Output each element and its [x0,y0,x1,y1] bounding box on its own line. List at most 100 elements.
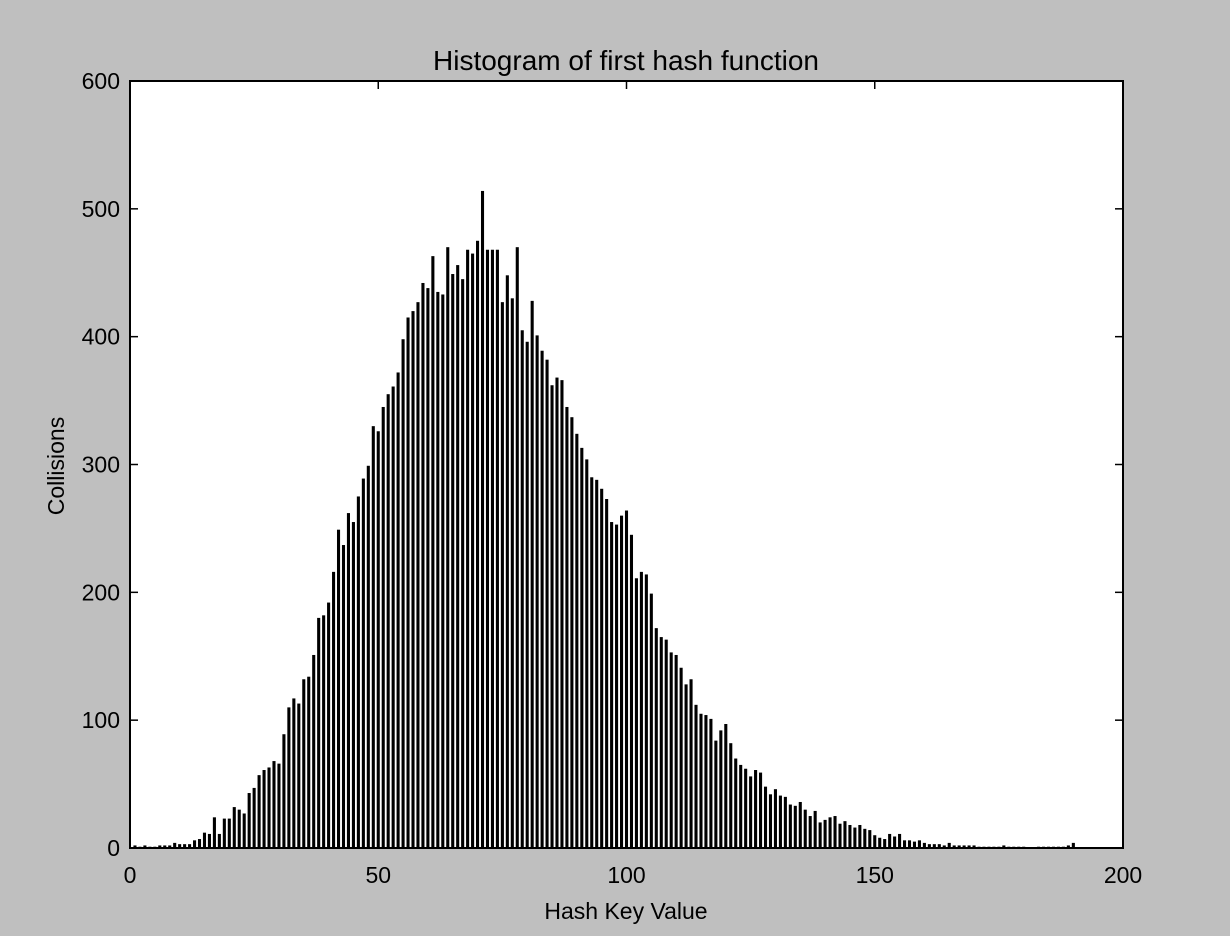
histogram-bar [624,510,629,848]
histogram-bar [709,718,713,848]
histogram-bar [297,703,301,848]
histogram-bar [466,249,470,849]
histogram-bar [277,763,281,848]
histogram-bar [550,385,554,848]
histogram-bar [1002,845,1006,848]
histogram-bar [222,818,226,848]
histogram-bar [500,302,504,848]
histogram-bar [644,574,648,848]
histogram-bar [699,713,703,848]
histogram-bar [188,844,192,848]
histogram-bar [168,845,172,848]
histogram-bar [907,840,912,848]
histogram-bar [903,840,907,848]
histogram-bar [381,406,385,848]
histogram-bar [247,793,251,848]
histogram-bar [813,810,817,848]
histogram-bar [351,522,355,848]
histogram-bar [679,667,683,848]
histogram-bar [883,839,887,848]
histogram-bar [272,761,276,848]
histogram-bar [133,845,137,848]
x-tick-label: 100 [607,862,645,888]
histogram-bar [828,817,832,848]
histogram-bar [843,821,847,848]
histogram-bar [421,282,425,849]
histogram-bar [912,841,917,848]
histogram-bar [545,359,549,848]
histogram-bar [590,477,594,848]
x-axis-ticks: 0 50 100 150 200 [124,81,1142,888]
histogram-bar [183,844,187,848]
histogram-bar [615,524,619,848]
histogram-bar [555,377,559,848]
y-axis-label: Collisions [43,417,69,515]
histogram-bar [436,291,440,848]
histogram-bar [878,837,882,848]
histogram-bar [515,247,519,848]
histogram-bar [317,617,321,848]
histogram-bar [734,758,738,848]
histogram-bar [1066,845,1070,848]
histogram-bar [197,839,202,848]
histogram-bar [585,459,589,848]
histogram-bar [158,845,162,848]
histogram-bar [739,764,743,848]
y-tick-label: 100 [82,707,120,733]
histogram-bar [629,534,634,848]
histogram-bar [505,275,509,848]
histogram-bar [654,628,658,848]
histogram-bar [893,836,897,848]
histogram-bar [332,571,336,848]
histogram-bar [749,776,753,848]
histogram-bar [620,515,624,848]
histogram-bar [461,279,465,848]
x-tick-label: 150 [856,862,894,888]
histogram-bar [490,249,494,849]
chart-title: Histogram of first hash function [433,45,819,76]
histogram-bar [605,499,609,848]
histogram-bar [838,823,842,848]
histogram-bar [580,447,584,848]
x-tick-label: 50 [365,862,391,888]
x-tick-label: 0 [124,862,137,888]
histogram-bar [376,431,380,848]
histogram-bar [476,240,480,849]
y-tick-label: 300 [82,452,120,478]
histogram-bar [783,796,787,848]
histogram-bar [520,330,524,848]
histogram-bar [759,772,763,848]
histogram-bar [1071,842,1075,848]
histogram-bar [962,845,966,848]
histogram-bar [714,740,718,848]
histogram-bar [495,249,499,849]
histogram-bar [193,840,197,848]
histogram-bar [406,317,410,848]
histogram-bar [744,768,748,848]
histogram-bar [336,529,341,848]
histogram-bar [942,845,946,848]
histogram-bar [202,832,207,848]
histogram-bar [639,571,643,848]
histogram-bar [416,302,420,848]
histogram-bar [694,704,698,848]
histogram-bar [932,844,936,848]
histogram-bar [649,593,653,848]
histogram-bar [287,707,291,848]
y-axis-ticks: 0 100 200 300 400 500 600 [82,68,1123,861]
histogram-bar [262,770,266,848]
histogram-bar [610,522,614,848]
histogram-bar [898,833,902,848]
histogram-bar [227,818,231,848]
y-tick-label: 500 [82,196,120,222]
histogram-bar [798,801,802,848]
histogram-bar [848,824,852,848]
histogram-bar [937,844,941,848]
x-tick-label: 200 [1104,862,1142,888]
histogram-bar [282,734,286,848]
x-axis-label: Hash Key Value [544,898,707,924]
histogram-bar [689,679,693,848]
histogram-bar [510,298,514,848]
histogram-bar [341,545,346,848]
histogram-bar [237,809,241,848]
